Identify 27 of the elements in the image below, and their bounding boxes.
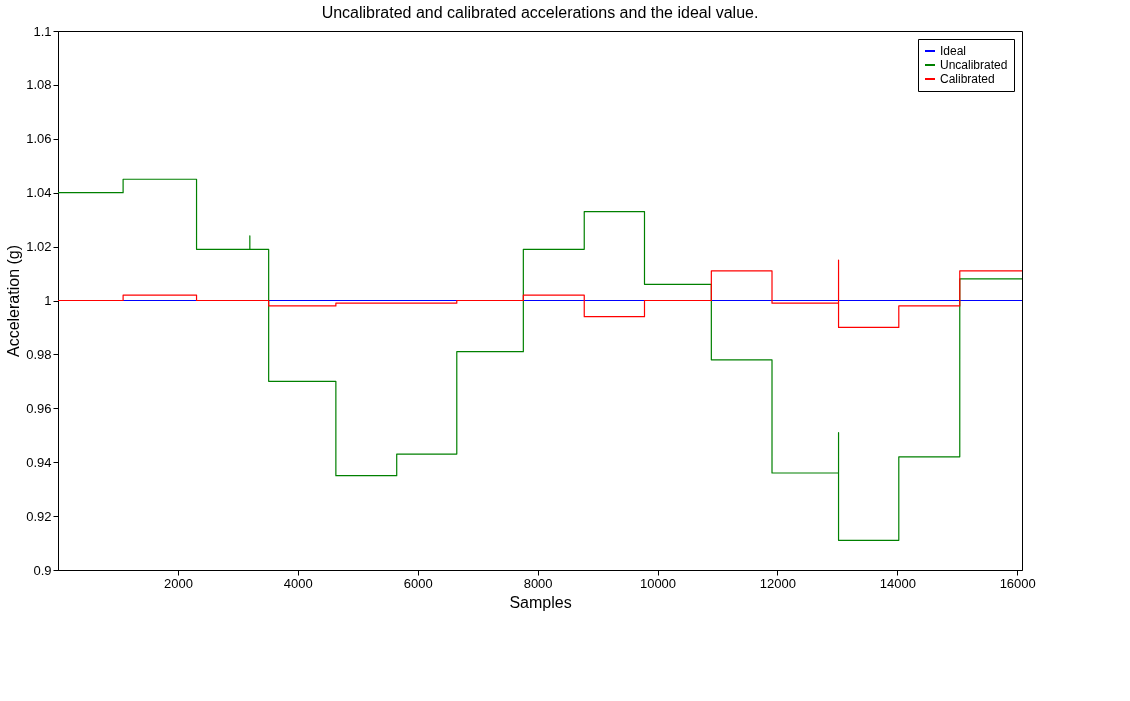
- x-tick-label: 4000: [283, 575, 313, 591]
- y-tick-label: 1: [44, 293, 52, 308]
- x-tick-label: 12000: [759, 575, 796, 591]
- y-tick-label: 1.1: [33, 23, 52, 39]
- chart-title: Uncalibrated and calibrated accelerations and the ideal value.: [321, 4, 759, 21]
- y-tick-label: 1.06: [26, 131, 52, 147]
- y-tick-label: 0.92: [26, 508, 52, 524]
- y-tick-label: 0.98: [26, 346, 52, 362]
- y-tick-label: 0.9: [33, 562, 52, 578]
- line-series: [57, 259, 1023, 329]
- y-tick-label: 0.94: [26, 454, 52, 470]
- x-tick-label: 2000: [163, 575, 193, 591]
- y-tick-label: 1.04: [26, 185, 52, 201]
- line-series: [57, 178, 1023, 541]
- x-tick-label: 6000: [403, 575, 433, 591]
- y-tick-label: 1.08: [26, 77, 52, 93]
- y-axis-title: Acceleration (g): [5, 244, 23, 358]
- y-tick-label: 0.96: [26, 400, 52, 416]
- x-tick-label: 8000: [523, 575, 553, 591]
- x-tick-label: 10000: [639, 575, 677, 591]
- x-axis-title: Samples: [509, 593, 572, 611]
- legend-label: Calibrated: [940, 72, 995, 86]
- x-tick-label: 14000: [879, 575, 916, 591]
- legend-label: Ideal: [940, 44, 967, 58]
- x-tick-label: 16000: [999, 575, 1036, 591]
- y-tick-label: 1.02: [26, 239, 52, 255]
- legend-label: Uncalibrated: [940, 58, 1008, 72]
